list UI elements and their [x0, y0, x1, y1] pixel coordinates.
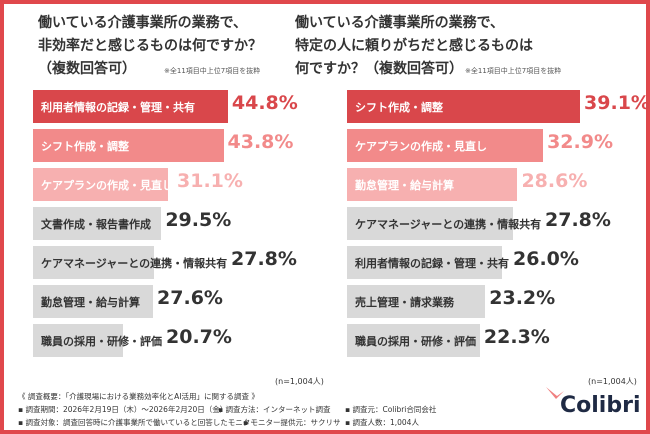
bar [33, 90, 228, 123]
value-label: 29.5% [165, 209, 232, 231]
category-label: ケアマネージャーとの連携・情報共有 [355, 217, 542, 231]
category-label: 利用者情報の記録・管理・共有 [41, 100, 195, 114]
value-label: 32.9% [547, 131, 613, 153]
bar-row: 利用者情報の記録・管理・共有 26.0% [347, 246, 579, 279]
note: ※全11項目中上位7項目を抜粋 [465, 67, 562, 75]
bar-row: ケアマネージャーとの連携・情報共有 27.8% [33, 246, 297, 279]
survey-target: ▪ 調査対象：調査回答時に介護事業所で働いていると回答したモニター [18, 418, 258, 427]
logo-text: Colibri [560, 393, 641, 418]
value-label: 43.8% [227, 131, 294, 153]
survey-method: ▪ 調査方法：インターネット調査 [218, 405, 331, 414]
bar [347, 285, 486, 318]
bar [347, 90, 581, 123]
category-label: 職員の採用・研修・評価 [41, 334, 162, 348]
bar [347, 207, 513, 240]
sample-size-right: (n=1,004人) [588, 377, 637, 386]
title-line: 働いている介護事業所の業務で、 [38, 15, 248, 31]
value-label: 22.3% [483, 326, 550, 348]
category-label: ケアマネージャーとの連携・情報共有 [41, 256, 228, 270]
bar-row: 売上管理・請求業務 23.2% [347, 285, 555, 318]
bar [33, 168, 169, 201]
value-label: 26.0% [513, 248, 579, 270]
bar-row: 職員の採用・研修・評価 22.3% [347, 324, 550, 357]
category-label: 職員の採用・研修・評価 [355, 334, 476, 348]
category-label: 勤怠管理・給与計算 [41, 295, 140, 309]
bar [33, 285, 154, 318]
value-label: 27.8% [545, 209, 611, 231]
value-label: 28.6% [521, 170, 588, 192]
survey-summary: 《 調査概要：「介護現場における業務効率化とAI活用」に関する調査 》 [18, 392, 259, 401]
category-label: ケアプランの作成・見直し [41, 178, 173, 192]
survey-period: ▪ 調査期間：2026年2月19日（木）～2026年2月20日（金） [18, 405, 228, 414]
title-line: 特定の人に頼りがちだと感じるものは [295, 38, 533, 54]
bar-row: シフト作成・調整 43.8% [33, 129, 293, 162]
bar [33, 246, 154, 279]
bar-row: シフト作成・調整 39.1% [347, 90, 650, 123]
value-label: 23.2% [489, 287, 556, 309]
bird-icon [546, 387, 564, 399]
bar-row: ケアマネージャーとの連携・情報共有 27.8% [347, 207, 611, 240]
bar [347, 246, 502, 279]
bar [347, 324, 480, 357]
title-line: （複数回答可） [38, 61, 136, 77]
category-label: 利用者情報の記録・管理・共有 [355, 256, 509, 270]
bar [33, 324, 124, 357]
sample-size-left: (n=1,004人) [275, 377, 324, 386]
colibri-logo: Colibri [546, 387, 641, 418]
survey-count: ▪ 調査人数：1,004人 [345, 418, 419, 427]
category-label: シフト作成・調整 [41, 139, 129, 153]
survey-source: ▪ 調査元：Colibri合同会社 [345, 405, 437, 414]
title-line: 働いている介護事業所の業務で、 [295, 15, 505, 31]
category-label: 売上管理・請求業務 [355, 295, 454, 309]
value-label: 44.8% [231, 92, 298, 114]
bar-row: 勤怠管理・給与計算 27.6% [33, 285, 223, 318]
bar [347, 168, 518, 201]
value-label: 27.6% [157, 287, 223, 309]
chart-title-right: 働いている介護事業所の業務で、 特定の人に頼りがちだと感じるものは 何ですか？（… [295, 12, 561, 83]
value-label: 31.1% [177, 170, 243, 192]
category-label: シフト作成・調整 [355, 100, 443, 114]
bar-row: 文書作成・報告書作成 29.5% [33, 207, 231, 240]
bar-row: ケアプランの作成・見直し 31.1% [33, 168, 243, 201]
category-label: ケアプランの作成・見直し [355, 139, 487, 153]
bar-row: 職員の採用・研修・評価 20.7% [33, 324, 232, 357]
bar [347, 129, 544, 162]
chart-title-left: 働いている介護事業所の業務で、 非効率だと感じるものは何ですか？ （複数回答可）… [38, 12, 262, 83]
monitor-provider: ▪ モニター提供元：サクリサ [243, 418, 341, 427]
title-line: 非効率だと感じるものは何ですか？ [38, 38, 262, 54]
bar-row: ケアプランの作成・見直し 32.9% [347, 129, 613, 162]
value-label: 39.1% [584, 92, 650, 114]
value-label: 20.7% [166, 326, 232, 348]
bar [33, 129, 224, 162]
bar-row: 利用者情報の記録・管理・共有 44.8% [33, 90, 298, 123]
value-label: 27.8% [231, 248, 297, 270]
note: ※全11項目中上位7項目を抜粋 [164, 67, 261, 75]
bar-row: 勤怠管理・給与計算 28.6% [347, 168, 587, 201]
category-label: 文書作成・報告書作成 [41, 217, 151, 231]
title-line: 何ですか？（複数回答可） [295, 61, 463, 77]
category-label: 勤怠管理・給与計算 [355, 178, 454, 192]
bar [33, 207, 162, 240]
